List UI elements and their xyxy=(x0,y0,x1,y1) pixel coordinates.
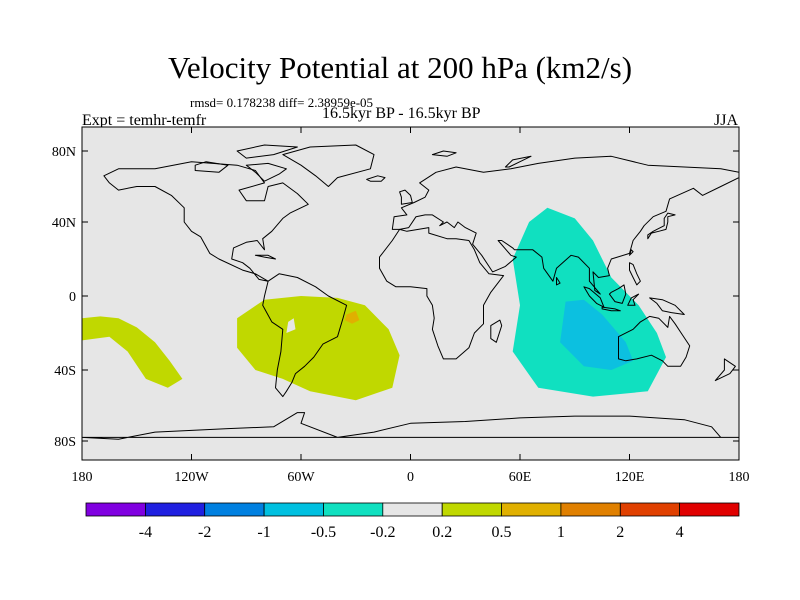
lon-tick-label: 120W xyxy=(174,470,209,485)
colorbar-label: -2 xyxy=(198,524,211,541)
chart-title: Velocity Potential at 200 hPa (km2/s) xyxy=(167,50,633,85)
colorbar-label: -1 xyxy=(257,524,270,541)
coastline-new-guinea xyxy=(649,297,685,315)
lon-tick-label: 180 xyxy=(729,470,750,485)
coastline-novaya-zemlya xyxy=(504,155,532,168)
season-label: JJA xyxy=(714,112,739,129)
colorbar-swatch xyxy=(501,502,562,517)
colorbar-label: 4 xyxy=(676,524,684,541)
coastline-victoria-island xyxy=(194,161,229,173)
coastline-british-isles xyxy=(399,189,413,205)
coastline-borneo xyxy=(608,284,627,304)
coastline-japan xyxy=(647,212,676,240)
lon-tick-label: 180 xyxy=(72,470,93,485)
lon-tick-label: 120E xyxy=(615,470,645,485)
region-indian-ocean-min-negative xyxy=(560,299,634,370)
colorbar-swatch xyxy=(619,502,681,517)
coastline-java xyxy=(601,306,621,312)
coastline-svalbard xyxy=(431,150,457,157)
coastline-south-america xyxy=(262,273,348,398)
coastline-cuba xyxy=(254,254,276,260)
region-pacific-positive-tongue xyxy=(82,316,183,388)
colorbar-swatch xyxy=(85,502,146,517)
longitude-axis: 180 120W 60W 0 60E 120E 180 xyxy=(72,127,750,485)
colorbar-swatch xyxy=(204,502,265,517)
coastline-australia xyxy=(618,315,691,367)
colorbar-label: -0.2 xyxy=(370,524,395,541)
colorbar-label: -4 xyxy=(139,524,152,541)
experiment-label: Expt = temhr-temfr xyxy=(82,112,207,129)
coastline-hainan-taiwan xyxy=(629,249,634,256)
lat-tick-label: 80S xyxy=(54,435,76,450)
coastline-greenland xyxy=(282,144,375,187)
coastline-europe-asia xyxy=(391,155,739,295)
subtitle: 16.5kyr BP - 16.5kyr BP xyxy=(322,105,481,122)
map-background xyxy=(82,127,739,460)
lat-tick-label: 0 xyxy=(69,290,76,305)
colorbar-swatch xyxy=(144,502,206,517)
colorbar-swatch xyxy=(679,502,740,517)
contour-fills xyxy=(82,207,666,401)
colorbar: -4 -2 -1 -0.5 -0.2 0.2 0.5 1 2 4 xyxy=(85,502,740,541)
colorbar-swatch xyxy=(263,502,324,517)
coastlines xyxy=(82,144,739,440)
coastline-antarctica xyxy=(82,412,739,440)
colorbar-swatch xyxy=(323,502,384,517)
coastline-madagascar xyxy=(490,319,503,343)
colorbar-label: 0.5 xyxy=(492,524,512,541)
coastline-africa xyxy=(379,227,505,360)
coastline-new-zealand xyxy=(714,358,736,382)
lon-tick-label: 0 xyxy=(407,470,414,485)
lon-tick-label: 60W xyxy=(287,470,315,485)
lat-tick-label: 40S xyxy=(54,364,76,379)
colorbar-label: 0.2 xyxy=(432,524,452,541)
colorbar-swatch xyxy=(441,502,503,517)
colorbar-label: -0.5 xyxy=(311,524,336,541)
coastline-philippines xyxy=(629,262,641,286)
hole-andes-gap xyxy=(286,318,296,333)
colorbar-swatch xyxy=(560,502,621,517)
lat-tick-label: 40N xyxy=(52,216,76,231)
lat-tick-label: 80N xyxy=(52,145,76,160)
coastline-baffin-island xyxy=(245,162,287,182)
region-atlantic-max-positive xyxy=(344,310,360,324)
latitude-axis: 80N 40N 0 40S 80S xyxy=(52,145,739,450)
colorbar-label: 2 xyxy=(616,524,624,541)
coastline-ellesmere xyxy=(236,144,298,159)
region-south-america-atlantic-positive xyxy=(237,296,400,401)
coastline-sri-lanka xyxy=(556,277,561,286)
coastline-iceland xyxy=(366,175,386,182)
stats-line: rmsd= 0.178238 diff= 2.38959e-05 xyxy=(190,95,374,110)
colorbar-label: 1 xyxy=(557,524,565,541)
coastline-sulawesi xyxy=(627,293,640,306)
colorbar-swatch xyxy=(382,502,443,517)
lon-tick-label: 60E xyxy=(509,470,532,485)
coastline-north-america xyxy=(103,161,309,282)
